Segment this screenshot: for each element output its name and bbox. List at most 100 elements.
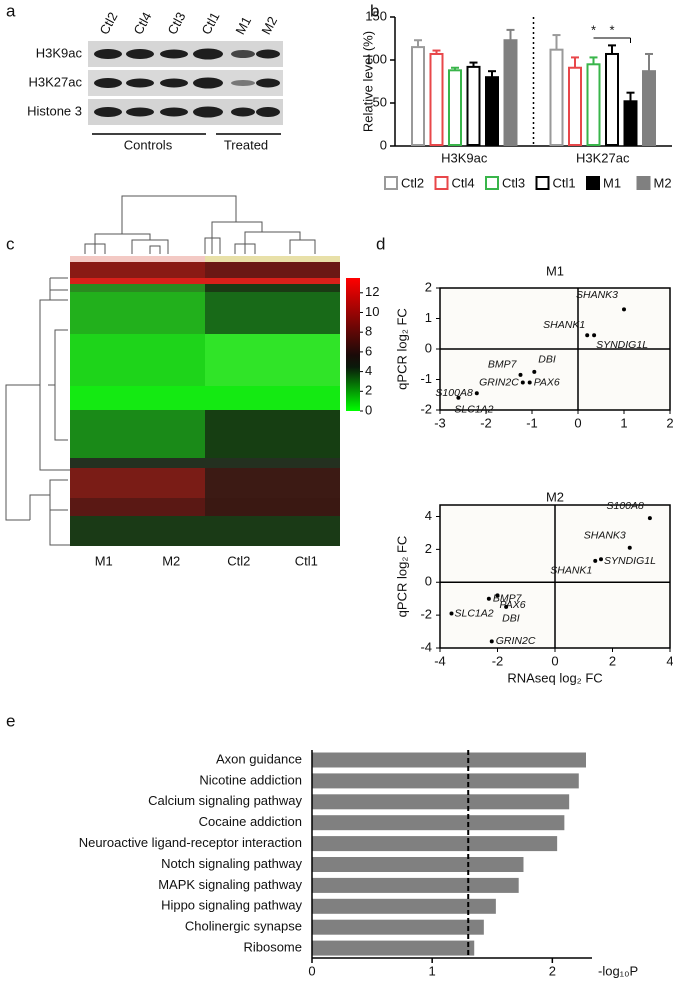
x-tick-label: -3 (434, 415, 446, 430)
point (647, 516, 652, 521)
bar (503, 39, 518, 146)
x-tick-label: H3K9ac (441, 150, 488, 165)
point-label: SHANK1 (543, 319, 585, 331)
row-label: H3K27ac (29, 74, 83, 89)
bar (312, 815, 565, 831)
legend-swatch (434, 176, 449, 190)
y-tick-label: 0 (380, 137, 387, 152)
bar (568, 66, 582, 146)
point-label: GRIN2C (496, 635, 536, 647)
y-tick-label: 2 (425, 541, 432, 556)
x-tick-label: 4 (666, 653, 673, 668)
y-tick-label: 150 (365, 8, 387, 23)
category-label: Neuroactive ligand-receptor interaction (79, 835, 302, 850)
point-label: BMP7 (488, 359, 518, 371)
y-tick-label: -2 (420, 401, 432, 416)
lane-label: M2 (258, 14, 280, 37)
blot: Ctl2 Ctl4 Ctl3 Ctl1 M1 M2 H3K9ac H3K27ac… (27, 10, 283, 152)
category-label: Calcium signaling pathway (148, 793, 302, 808)
bar (485, 76, 499, 146)
point-label: DBI (502, 613, 520, 625)
bar (312, 940, 475, 956)
legend-swatch (636, 176, 651, 190)
panel-label: d (376, 234, 385, 253)
lane-label: Ctl4 (130, 10, 154, 37)
point (456, 395, 461, 400)
x-tick-label: -2 (480, 415, 492, 430)
y-tick-label: -4 (420, 639, 432, 654)
y-tick-label: 50 (373, 94, 387, 109)
y-axis-label: qPCR log₂ FC (394, 308, 409, 390)
significance: * (591, 22, 596, 37)
panel-label: e (6, 711, 15, 730)
point (474, 391, 479, 396)
bar (312, 794, 570, 810)
bar (312, 877, 519, 893)
point-label: SHANK3 (576, 289, 618, 301)
colorbar-label: 0 (365, 402, 372, 417)
y-tick-label: 2 (425, 279, 432, 294)
panel-label: c (6, 234, 15, 253)
point (518, 372, 523, 377)
point (622, 307, 626, 312)
dendrogram (5, 195, 316, 546)
point (504, 604, 509, 609)
group-label: Controls (124, 137, 173, 152)
colorbar-label: 8 (365, 324, 372, 339)
colorbar-label: 2 (365, 383, 372, 398)
panel-label: a (6, 1, 16, 20)
column-label: Ctl2 (227, 553, 250, 568)
bands (94, 48, 280, 118)
colorbar-label: 12 (365, 284, 379, 299)
x-tick-label: 1 (429, 963, 436, 978)
colorbar-label: 4 (365, 363, 372, 378)
x-tick-label: -1 (526, 415, 538, 430)
category-label: MAPK signaling pathway (158, 877, 302, 892)
legend-swatch (586, 176, 600, 190)
point (627, 545, 632, 550)
point-label: SLC1A2 (455, 607, 494, 619)
x-tick-label: H3K27ac (576, 150, 630, 165)
legend-label: Ctl2 (401, 175, 424, 190)
point (585, 333, 590, 338)
group-bar (205, 256, 340, 262)
lane-label: Ctl3 (164, 10, 188, 37)
column-label: Ctl1 (295, 553, 318, 568)
row-label: H3K9ac (36, 45, 83, 60)
x-tick-label: 1 (620, 415, 627, 430)
bar (312, 836, 558, 852)
point-label: S100A8 (435, 387, 473, 399)
colorbar-label: 10 (365, 304, 379, 319)
bar (312, 857, 524, 872)
bar (605, 52, 619, 146)
lane-label: M1 (232, 14, 254, 37)
y-axis-label: Relative level (%) (360, 31, 375, 132)
legend-label: Ctl3 (502, 175, 525, 190)
colorbar (346, 278, 360, 411)
point (489, 639, 494, 644)
column-label: M2 (162, 553, 180, 568)
x-axis-label: RNAseq log₂ FC (507, 670, 602, 685)
x-axis-label: -log₁₀P (598, 963, 638, 978)
legend-swatch (535, 176, 550, 190)
bar (642, 70, 656, 146)
point-label: SHANK3 (584, 530, 626, 542)
y-tick-label: -2 (420, 607, 432, 622)
x-tick-label: 0 (574, 415, 581, 430)
x-tick-label: -2 (492, 653, 504, 668)
category-label: Nicotine addiction (199, 772, 302, 787)
y-tick-label: 0 (425, 574, 432, 589)
legend-swatch (384, 176, 398, 190)
bar (429, 52, 444, 146)
x-tick-label: 2 (609, 653, 616, 668)
y-tick-label: -1 (420, 371, 432, 386)
panel-label: b (370, 1, 379, 20)
category-label: Notch signaling pathway (161, 856, 302, 871)
point-label: BMP7 (493, 592, 523, 604)
chart-title: M1 (546, 263, 564, 278)
bar (312, 898, 496, 914)
y-tick-label: 100 (365, 51, 387, 66)
category-label: Cocaine addiction (199, 814, 302, 829)
point (532, 369, 537, 374)
